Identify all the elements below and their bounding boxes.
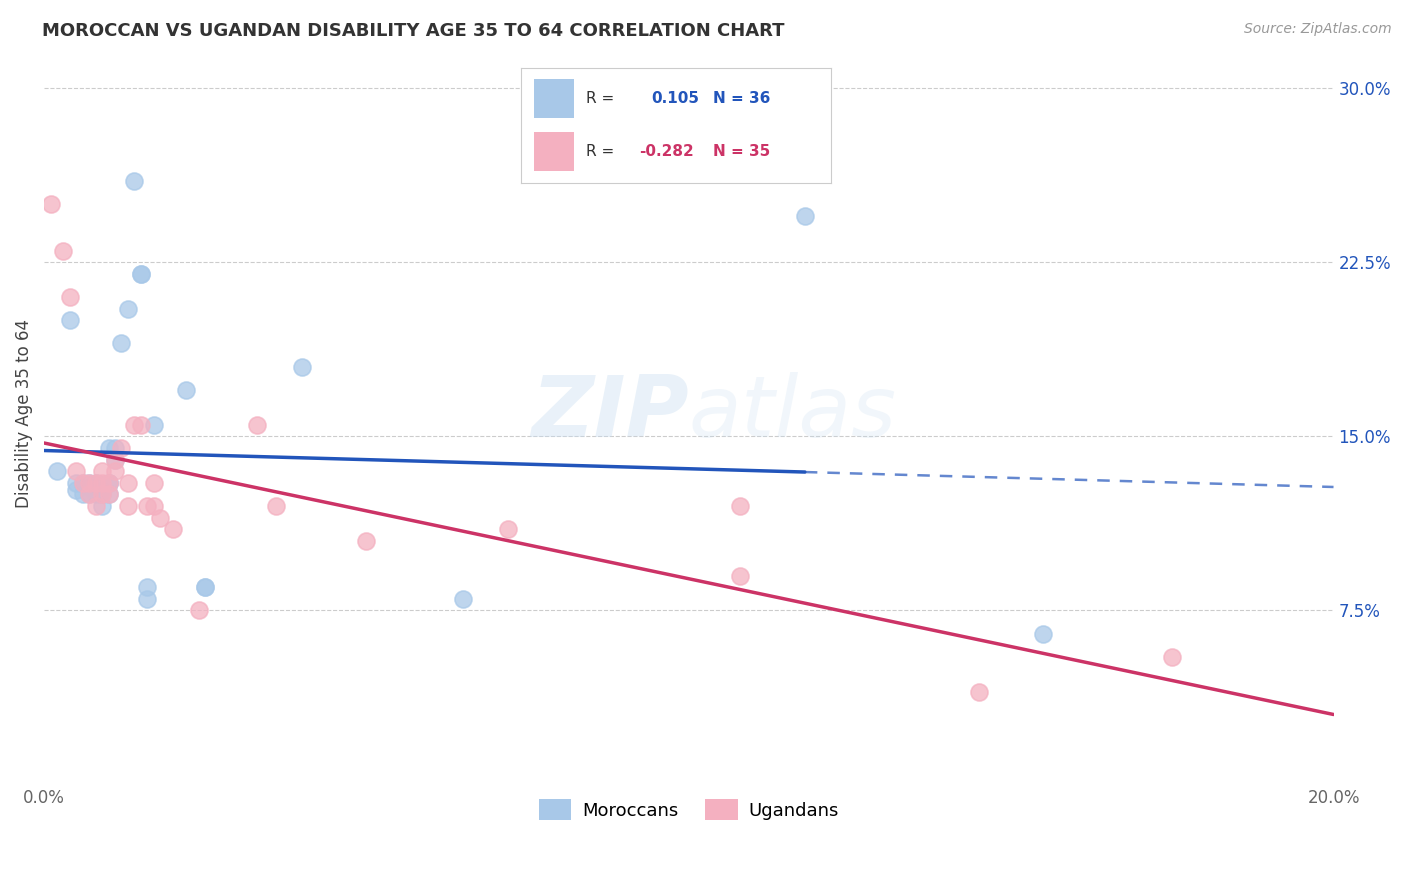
Point	[291, 359, 314, 374]
Point	[65, 475, 87, 490]
Point	[117, 499, 139, 513]
Point	[136, 499, 159, 513]
Point	[117, 301, 139, 316]
Point	[194, 580, 217, 594]
Text: Source: ZipAtlas.com: Source: ZipAtlas.com	[1244, 22, 1392, 37]
Point	[97, 487, 120, 501]
Point	[142, 417, 165, 432]
Text: MOROCCAN VS UGANDAN DISABILITY AGE 35 TO 64 CORRELATION CHART: MOROCCAN VS UGANDAN DISABILITY AGE 35 TO…	[42, 22, 785, 40]
Point	[91, 483, 114, 497]
Point	[39, 197, 62, 211]
Point	[91, 487, 114, 501]
Point	[194, 580, 217, 594]
Text: atlas: atlas	[689, 372, 897, 455]
Point	[104, 452, 127, 467]
Point	[97, 475, 120, 490]
Point	[187, 603, 209, 617]
Point	[264, 499, 287, 513]
Point	[129, 267, 152, 281]
Point	[110, 336, 132, 351]
Point	[129, 417, 152, 432]
Point	[124, 174, 146, 188]
Point	[793, 209, 815, 223]
Point	[246, 417, 269, 432]
Point	[117, 475, 139, 490]
Point	[136, 580, 159, 594]
Point	[110, 441, 132, 455]
Point	[104, 464, 127, 478]
Point	[451, 591, 474, 606]
Y-axis label: Disability Age 35 to 64: Disability Age 35 to 64	[15, 318, 32, 508]
Point	[142, 475, 165, 490]
Point	[97, 487, 120, 501]
Point	[91, 487, 114, 501]
Point	[104, 452, 127, 467]
Point	[104, 441, 127, 455]
Point	[1161, 649, 1184, 664]
Point	[77, 475, 100, 490]
Point	[91, 475, 114, 490]
Point	[77, 487, 100, 501]
Point	[97, 475, 120, 490]
Point	[46, 464, 69, 478]
Point	[84, 475, 107, 490]
Point	[91, 487, 114, 501]
Point	[129, 267, 152, 281]
Point	[498, 522, 520, 536]
Point	[97, 475, 120, 490]
Point	[77, 487, 100, 501]
Point	[124, 417, 146, 432]
Point	[967, 684, 990, 698]
Point	[174, 383, 197, 397]
Point	[84, 487, 107, 501]
Point	[91, 464, 114, 478]
Point	[65, 483, 87, 497]
Point	[91, 499, 114, 513]
Text: ZIP: ZIP	[531, 372, 689, 455]
Point	[59, 313, 82, 327]
Point	[162, 522, 184, 536]
Point	[730, 568, 752, 582]
Point	[77, 480, 100, 494]
Point	[97, 441, 120, 455]
Point	[59, 290, 82, 304]
Point	[77, 475, 100, 490]
Point	[72, 487, 94, 501]
Point	[84, 499, 107, 513]
Point	[136, 591, 159, 606]
Point	[65, 464, 87, 478]
Point	[72, 475, 94, 490]
Point	[149, 510, 172, 524]
Legend: Moroccans, Ugandans: Moroccans, Ugandans	[531, 792, 846, 828]
Point	[730, 499, 752, 513]
Point	[142, 499, 165, 513]
Point	[84, 475, 107, 490]
Point	[72, 475, 94, 490]
Point	[356, 533, 378, 548]
Point	[1032, 626, 1054, 640]
Point	[52, 244, 75, 258]
